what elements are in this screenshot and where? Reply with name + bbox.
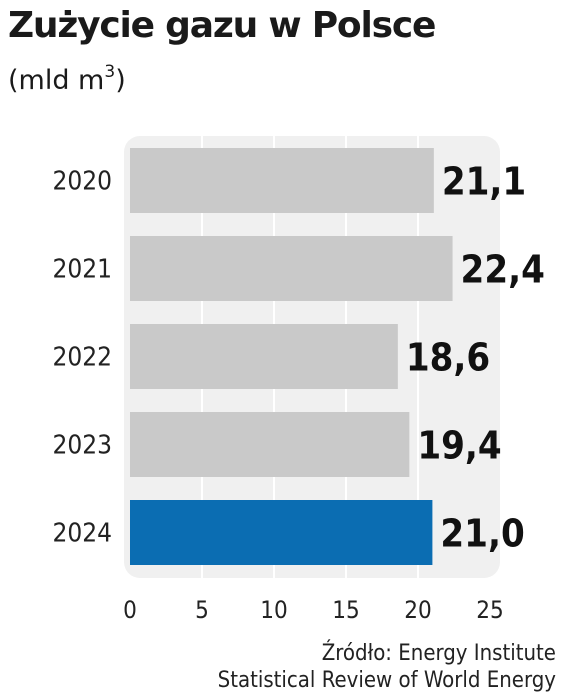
category-label-2020: 2020 (52, 167, 112, 197)
x-tick-label: 20 (404, 596, 431, 624)
category-label-2021: 2021 (52, 255, 112, 285)
value-label-2022: 18,6 (406, 336, 490, 380)
unit-suffix: ) (115, 65, 126, 96)
value-labels: 21,1 22,4 18,6 19,4 21,0 (406, 160, 545, 556)
category-label-2022: 2022 (52, 343, 112, 373)
value-label-2021: 22,4 (461, 248, 545, 292)
category-label-2023: 2023 (52, 431, 112, 461)
source-line-1: Źródło: Energy Institute (321, 641, 556, 666)
x-tick-label: 5 (195, 596, 209, 624)
x-axis-tick-labels: 0 5 10 15 20 25 (123, 596, 504, 624)
source-note: Źródło: Energy Institute Statistical Rev… (218, 640, 556, 694)
x-tick-label: 10 (260, 596, 287, 624)
unit-prefix: (mld m (8, 65, 105, 96)
x-tick-label: 25 (476, 596, 503, 624)
bar-2021 (130, 236, 453, 301)
unit-superscript: 3 (104, 62, 116, 82)
value-label-2023: 19,4 (417, 424, 501, 468)
x-tick-label: 15 (332, 596, 359, 624)
bar-2020 (130, 148, 434, 213)
bars (130, 148, 453, 565)
chart-title: Zużycie gazu w Polsce (8, 5, 436, 46)
x-tick-label: 0 (123, 596, 137, 624)
value-label-2024: 21,0 (440, 512, 524, 556)
bar-2022 (130, 324, 398, 389)
category-label-2024: 2024 (52, 519, 112, 549)
source-line-2: Statistical Review of World Energy (217, 668, 556, 693)
bar-2023 (130, 412, 410, 477)
value-label-2020: 21,1 (442, 160, 526, 204)
category-labels: 2020 2021 2022 2023 2024 (52, 167, 112, 549)
chart-unit: (mld m3) (8, 52, 126, 101)
bar-2024 (130, 500, 433, 565)
